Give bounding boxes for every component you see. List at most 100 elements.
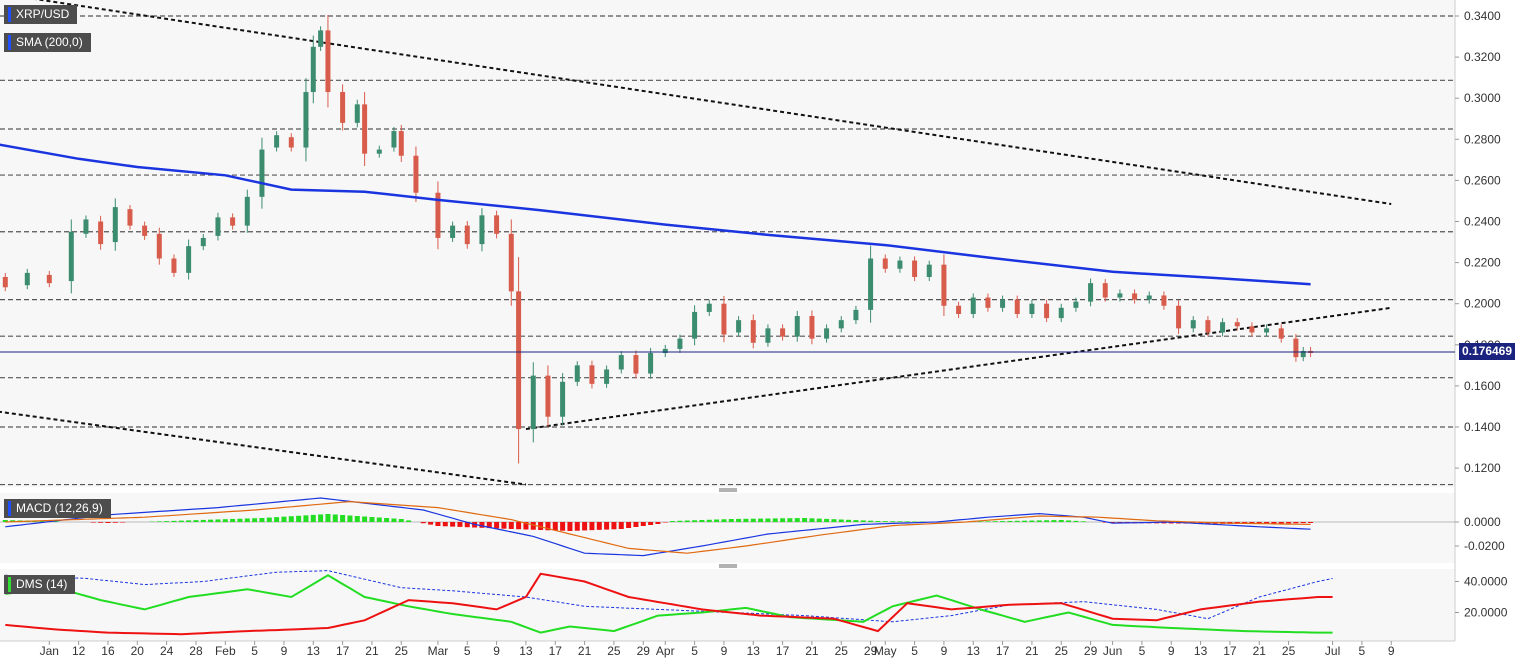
macd-bar-42 xyxy=(303,515,309,522)
price-ytick-0: 0.3400 xyxy=(1464,9,1501,23)
candle-32 xyxy=(464,225,470,245)
candle-73 xyxy=(1058,307,1064,319)
macd-bar-80 xyxy=(582,522,588,531)
macd-bar-116 xyxy=(846,519,852,522)
xtick-2: 16 xyxy=(101,644,115,658)
trendline-1 xyxy=(0,410,527,486)
sma-badge[interactable]: SMA (200,0) xyxy=(4,33,91,52)
macd-bar-93 xyxy=(677,520,683,522)
macd-bar-89 xyxy=(648,522,654,525)
candle-2 xyxy=(46,274,52,284)
price-panel-bg xyxy=(0,0,1455,487)
candle-16 xyxy=(259,149,265,197)
macd-bar-114 xyxy=(831,519,837,522)
current-price-tag: 0.176469 xyxy=(1459,343,1515,360)
macd-bar-47 xyxy=(340,515,346,522)
trendline-0 xyxy=(34,0,1392,206)
macd-bar-17 xyxy=(120,522,126,523)
candle-4 xyxy=(83,219,89,234)
macd-bar-98 xyxy=(714,519,720,522)
candle-61 xyxy=(882,258,888,269)
candle-34 xyxy=(494,215,500,234)
xtick-20: 29 xyxy=(637,644,651,658)
candle-71 xyxy=(1029,303,1035,314)
macd-bar-23 xyxy=(164,521,170,522)
macd-bar-85 xyxy=(618,522,624,529)
macd-badge[interactable]: MACD (12,26,9) xyxy=(4,499,111,518)
candle-62 xyxy=(897,260,903,269)
candle-70 xyxy=(1014,299,1020,314)
candle-22 xyxy=(325,30,331,93)
macd-bar-152 xyxy=(1110,522,1116,523)
candle-21 xyxy=(318,30,324,47)
xtick-12: 25 xyxy=(395,644,409,658)
macd-bar-122 xyxy=(890,521,896,522)
macd-bar-58 xyxy=(420,522,426,524)
macd-bar-81 xyxy=(589,522,595,531)
xtick-5: 28 xyxy=(189,644,203,658)
candle-41 xyxy=(589,365,595,384)
panel-resize-handle-1[interactable] xyxy=(719,488,737,492)
macd-bar-173 xyxy=(1264,522,1270,524)
macd-bar-68 xyxy=(494,522,500,529)
price-ytick-11: 0.1200 xyxy=(1464,461,1501,475)
macd-bar-136 xyxy=(992,521,998,522)
xtick-37: Jun xyxy=(1103,644,1122,658)
symbol-badge[interactable]: XRP/USD xyxy=(4,5,78,24)
price-ytick-1: 0.3200 xyxy=(1464,50,1501,64)
price-ytick-9: 0.1600 xyxy=(1464,379,1501,393)
trendline-2 xyxy=(525,306,1392,431)
macd-bar-84 xyxy=(611,522,617,530)
xtick-16: 13 xyxy=(519,644,533,658)
macd-bar-32 xyxy=(230,518,236,522)
candle-46 xyxy=(662,348,668,354)
candle-60 xyxy=(868,258,874,310)
macd-bar-115 xyxy=(838,519,844,522)
dms-badge[interactable]: DMS (14) xyxy=(4,575,76,594)
candle-49 xyxy=(706,303,712,312)
xtick-7: 5 xyxy=(251,644,258,658)
xtick-10: 17 xyxy=(336,644,350,658)
candle-58 xyxy=(838,320,844,329)
panel-resize-handle-2[interactable] xyxy=(719,564,737,568)
candle-45 xyxy=(648,353,654,374)
xtick-35: 25 xyxy=(1055,644,1069,658)
dms-plus-di-line xyxy=(5,574,1333,634)
xtick-39: 9 xyxy=(1168,644,1175,658)
macd-bar-141 xyxy=(1029,520,1035,522)
candle-18 xyxy=(288,137,294,148)
candle-52 xyxy=(750,320,756,343)
candle-15 xyxy=(244,196,250,226)
price-ytick-5: 0.2400 xyxy=(1464,215,1501,229)
xtick-27: 25 xyxy=(835,644,849,658)
candle-0 xyxy=(2,276,8,288)
macd-bar-24 xyxy=(171,520,177,522)
macd-bar-160 xyxy=(1168,522,1174,524)
macd-bar-104 xyxy=(758,518,764,522)
macd-bar-45 xyxy=(325,514,331,522)
macd-bar-6 xyxy=(39,521,45,522)
macd-bar-95 xyxy=(692,520,698,522)
xtick-24: 13 xyxy=(747,644,761,658)
candle-63 xyxy=(912,260,918,277)
candle-9 xyxy=(156,233,162,259)
macd-bar-148 xyxy=(1080,521,1086,522)
macd-bar-25 xyxy=(178,520,184,522)
candle-8 xyxy=(142,225,148,236)
candle-13 xyxy=(215,217,221,236)
candle-88 xyxy=(1278,328,1284,339)
xtick-8: 9 xyxy=(281,644,288,658)
candle-84 xyxy=(1220,322,1226,333)
candle-43 xyxy=(618,355,624,370)
xtick-13: Mar xyxy=(428,644,449,658)
macd-bar-79 xyxy=(574,522,580,531)
macd-bar-146 xyxy=(1066,520,1072,522)
candle-76 xyxy=(1102,283,1108,298)
candle-75 xyxy=(1088,283,1094,302)
candle-57 xyxy=(824,328,830,339)
macd-bar-43 xyxy=(310,514,316,522)
macd-bar-56 xyxy=(406,520,412,522)
candle-24 xyxy=(354,104,360,123)
xtick-19: 25 xyxy=(607,644,621,658)
